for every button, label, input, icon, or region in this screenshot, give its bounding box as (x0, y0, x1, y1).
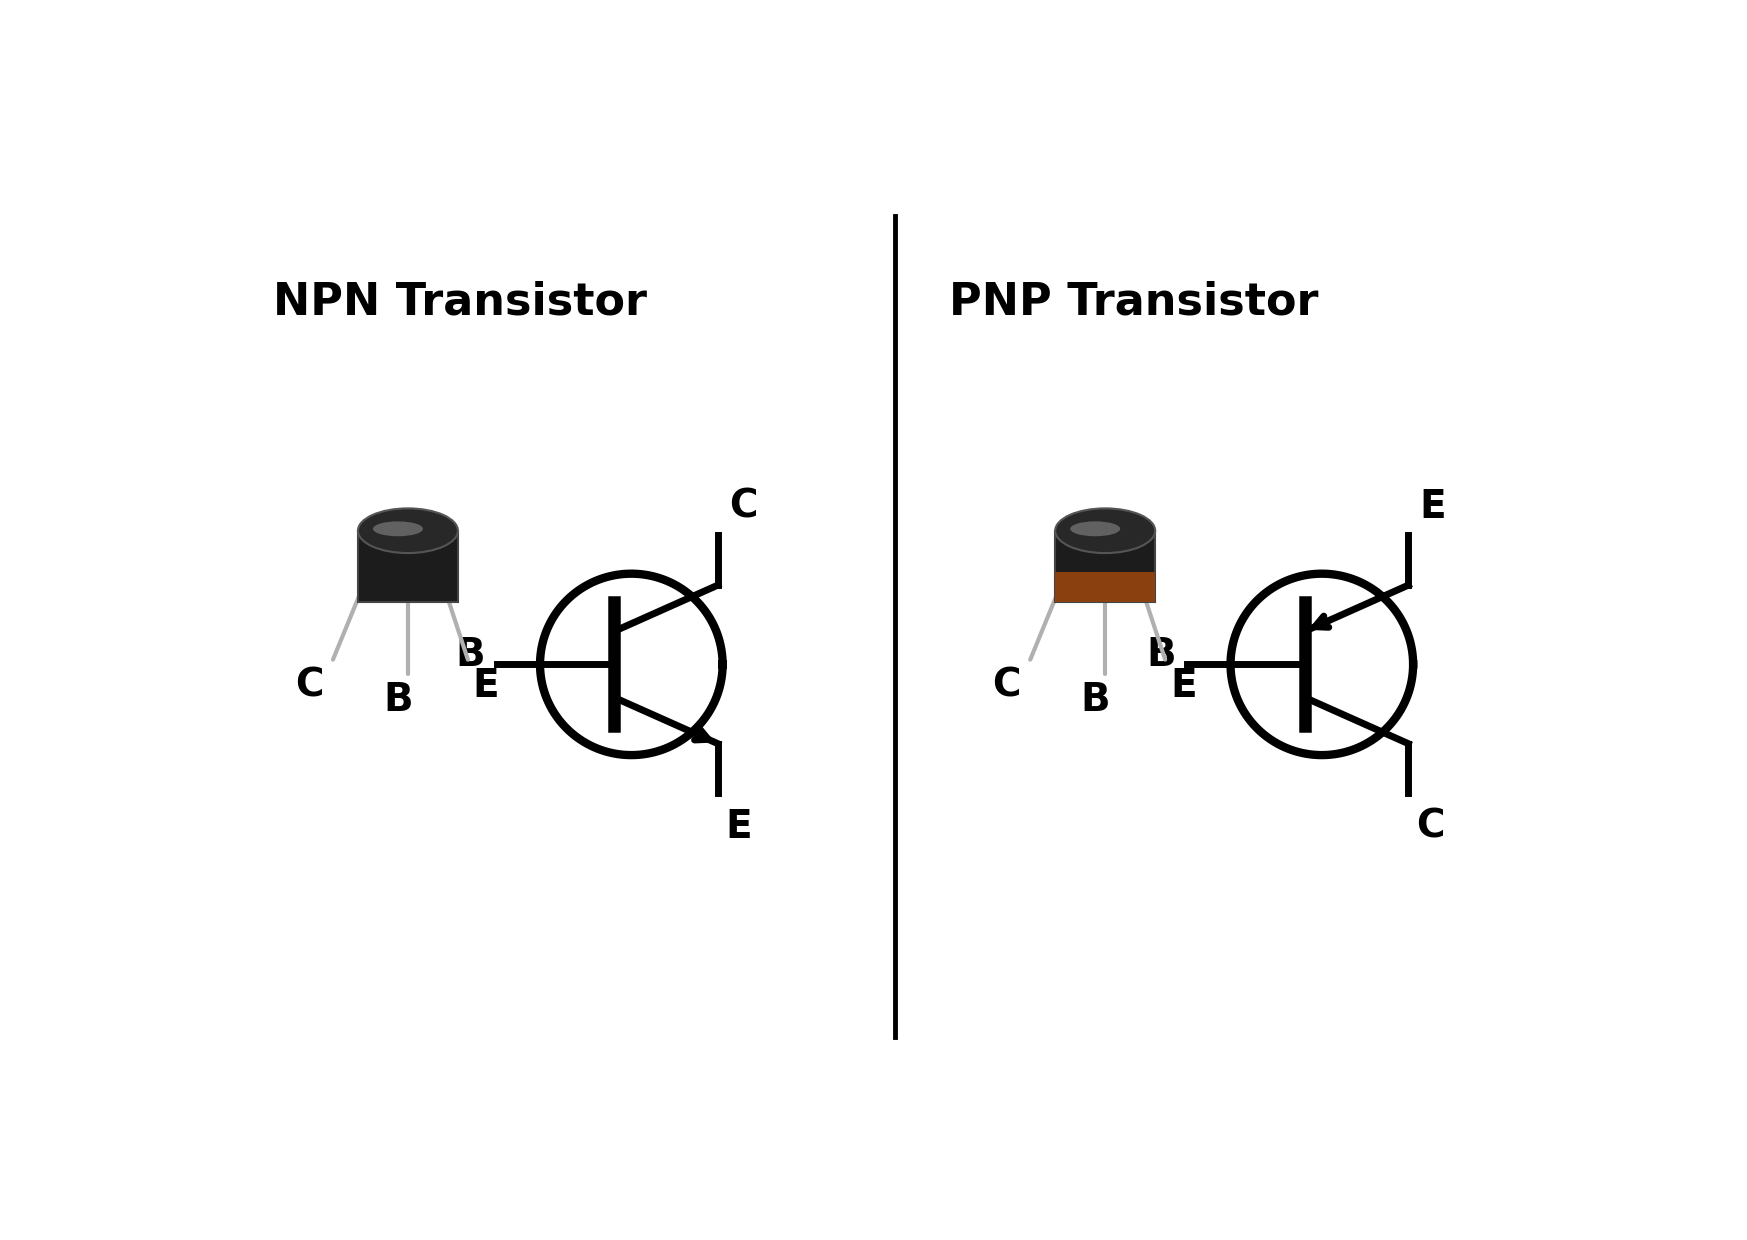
Text: B: B (1146, 636, 1176, 673)
Text: C: C (728, 489, 758, 526)
Text: C: C (992, 667, 1020, 704)
Text: B: B (1080, 681, 1109, 719)
Text: NPN Transistor: NPN Transistor (273, 280, 646, 324)
Ellipse shape (1055, 508, 1155, 553)
Text: E: E (1170, 667, 1197, 704)
Text: B: B (456, 636, 486, 673)
Text: B: B (383, 681, 412, 719)
Text: C: C (1417, 807, 1445, 846)
Ellipse shape (1071, 521, 1120, 536)
Text: E: E (473, 667, 500, 704)
FancyBboxPatch shape (1055, 531, 1155, 603)
Text: E: E (1420, 489, 1447, 526)
Ellipse shape (358, 508, 458, 553)
FancyBboxPatch shape (358, 531, 458, 603)
Ellipse shape (372, 521, 423, 536)
Text: C: C (295, 667, 323, 704)
FancyBboxPatch shape (1055, 572, 1155, 603)
Text: PNP Transistor: PNP Transistor (950, 280, 1319, 324)
Text: E: E (725, 807, 753, 846)
